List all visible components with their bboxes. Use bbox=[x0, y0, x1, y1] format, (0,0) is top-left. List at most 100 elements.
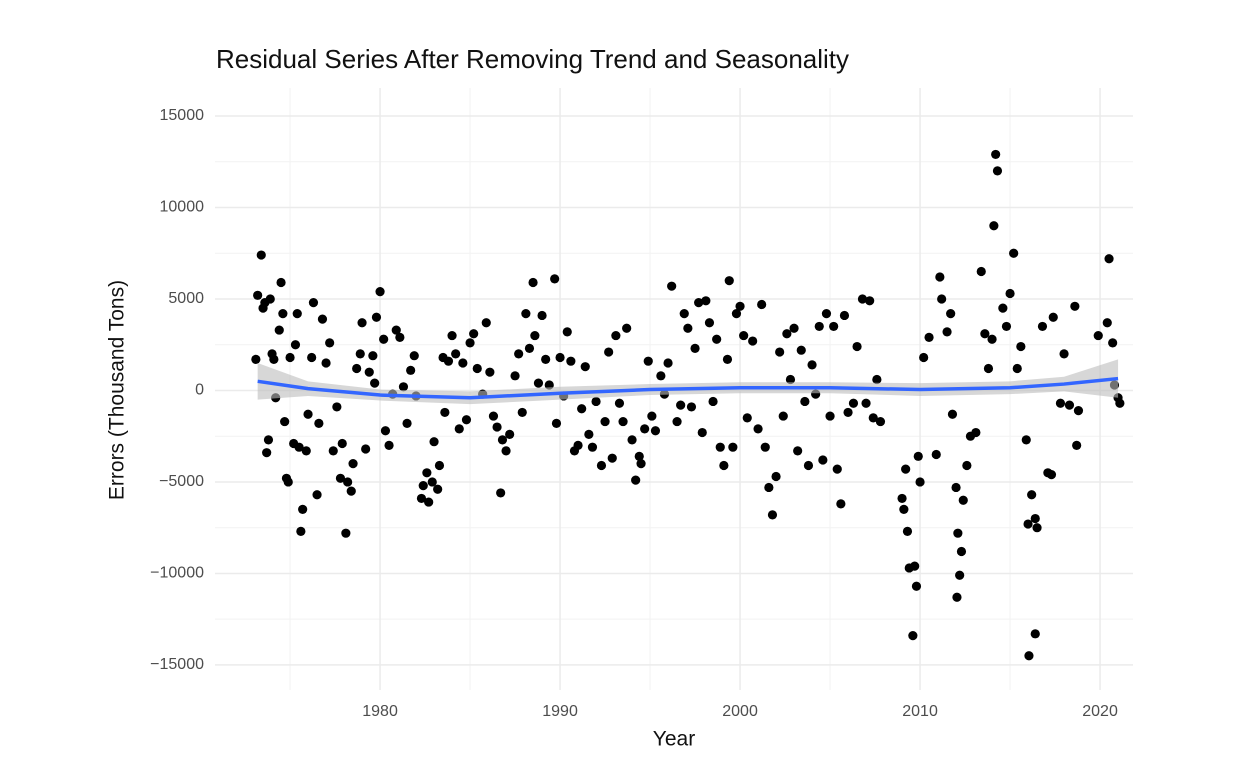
y-tick-label: 0 bbox=[195, 382, 204, 399]
point bbox=[627, 435, 637, 445]
point bbox=[1104, 254, 1114, 264]
point bbox=[550, 274, 560, 284]
point bbox=[562, 327, 572, 337]
point bbox=[409, 351, 419, 361]
point bbox=[1024, 651, 1034, 661]
point bbox=[251, 354, 261, 364]
point bbox=[875, 416, 886, 427]
point bbox=[321, 358, 331, 368]
point bbox=[962, 460, 972, 471]
point bbox=[454, 424, 464, 434]
point bbox=[328, 446, 338, 456]
point bbox=[335, 473, 346, 483]
point bbox=[839, 310, 850, 321]
point bbox=[517, 407, 527, 418]
point bbox=[715, 442, 725, 452]
point bbox=[1030, 629, 1040, 639]
point bbox=[443, 356, 454, 366]
point bbox=[307, 352, 317, 363]
point bbox=[1064, 400, 1075, 410]
point bbox=[364, 367, 374, 377]
point bbox=[728, 442, 738, 452]
point bbox=[418, 481, 428, 491]
point bbox=[429, 437, 439, 447]
point bbox=[897, 493, 907, 504]
point bbox=[935, 272, 945, 282]
point bbox=[391, 325, 401, 335]
point bbox=[263, 435, 274, 445]
point bbox=[577, 404, 587, 414]
point bbox=[694, 298, 704, 308]
point bbox=[937, 294, 947, 304]
point bbox=[341, 528, 351, 538]
point bbox=[541, 354, 551, 364]
point bbox=[910, 561, 920, 571]
point bbox=[285, 352, 295, 363]
x-axis-title: Year bbox=[653, 728, 695, 751]
point bbox=[357, 318, 367, 328]
point bbox=[298, 504, 308, 514]
grid: −15000 −10000 −5000 0 5000 10000 15000 1980 1990… bbox=[150, 88, 1133, 720]
point bbox=[481, 318, 491, 328]
point bbox=[555, 352, 565, 363]
point bbox=[440, 407, 450, 418]
point bbox=[1027, 490, 1037, 500]
point bbox=[701, 296, 711, 306]
point bbox=[290, 340, 301, 350]
point bbox=[1005, 288, 1015, 299]
point bbox=[848, 398, 859, 408]
confidence-band bbox=[257, 359, 1119, 405]
point bbox=[352, 363, 362, 374]
point bbox=[379, 334, 389, 344]
point bbox=[998, 303, 1008, 313]
y-axis-title: Errors (Thousand Tons) bbox=[106, 280, 129, 500]
point bbox=[380, 426, 391, 436]
point bbox=[587, 442, 598, 452]
point bbox=[332, 402, 342, 412]
point bbox=[584, 429, 594, 439]
point bbox=[276, 277, 286, 288]
point bbox=[690, 343, 700, 353]
point bbox=[647, 411, 657, 421]
point bbox=[528, 277, 538, 288]
point bbox=[872, 374, 882, 385]
point bbox=[679, 309, 689, 319]
x-tick-label: 2010 bbox=[902, 703, 938, 720]
point bbox=[573, 440, 583, 450]
point bbox=[514, 349, 524, 359]
point bbox=[796, 345, 806, 355]
point bbox=[337, 438, 347, 449]
point bbox=[803, 460, 814, 471]
point bbox=[521, 309, 531, 319]
point bbox=[607, 453, 617, 463]
point bbox=[496, 488, 506, 498]
point bbox=[757, 299, 767, 310]
point bbox=[1073, 405, 1084, 416]
point bbox=[748, 336, 758, 346]
point bbox=[427, 477, 437, 487]
point bbox=[368, 351, 378, 361]
point bbox=[955, 570, 965, 580]
point bbox=[433, 484, 443, 494]
x-tick-label: 1990 bbox=[542, 703, 578, 720]
point bbox=[370, 378, 380, 388]
marks bbox=[251, 149, 1125, 661]
point bbox=[469, 329, 479, 339]
point bbox=[600, 416, 610, 427]
point bbox=[308, 298, 319, 308]
point bbox=[712, 334, 722, 344]
point bbox=[530, 330, 540, 341]
point bbox=[1070, 301, 1080, 311]
point bbox=[566, 356, 576, 366]
point bbox=[911, 581, 922, 591]
point bbox=[346, 486, 356, 496]
point bbox=[956, 546, 967, 557]
point bbox=[946, 309, 956, 319]
point bbox=[865, 296, 875, 306]
y-tick-label: 5000 bbox=[168, 290, 204, 307]
point bbox=[1048, 312, 1058, 322]
point bbox=[314, 418, 324, 428]
point bbox=[294, 442, 304, 452]
x-tick-label: 2000 bbox=[722, 703, 758, 720]
